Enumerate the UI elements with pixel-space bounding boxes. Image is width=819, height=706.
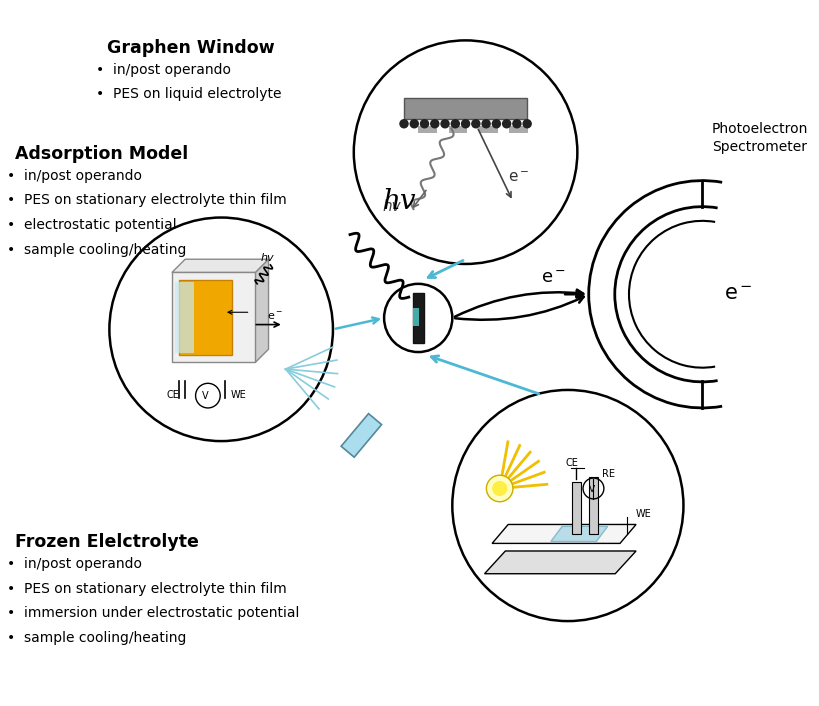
Circle shape — [491, 481, 507, 496]
Bar — [179, 280, 231, 355]
Circle shape — [440, 119, 450, 128]
Bar — [478, 126, 497, 133]
Circle shape — [471, 119, 480, 128]
Text: Adsorption Model: Adsorption Model — [15, 145, 188, 163]
Polygon shape — [484, 551, 636, 574]
Text: •  sample cooling/heating: • sample cooling/heating — [7, 631, 186, 645]
Text: •  in/post operando: • in/post operando — [96, 63, 231, 76]
Text: V: V — [588, 485, 594, 494]
Bar — [509, 126, 527, 133]
Text: •  PES on liquid electrolyte: • PES on liquid electrolyte — [96, 87, 281, 101]
Text: •  PES on stationary electrolyte thin film: • PES on stationary electrolyte thin fil… — [7, 582, 287, 596]
Circle shape — [501, 119, 511, 128]
Circle shape — [409, 119, 419, 128]
Text: hv: hv — [382, 188, 415, 215]
Text: Frozen Elelctrolyte: Frozen Elelctrolyte — [15, 533, 198, 551]
Text: e$^-$: e$^-$ — [541, 269, 566, 287]
Text: •  immersion under electrostatic potential: • immersion under electrostatic potentia… — [7, 606, 299, 621]
Text: WE: WE — [636, 509, 651, 519]
Circle shape — [399, 119, 408, 128]
Circle shape — [486, 475, 513, 502]
Polygon shape — [255, 259, 268, 362]
Polygon shape — [172, 259, 268, 273]
Circle shape — [512, 119, 521, 128]
Text: e$^-$: e$^-$ — [508, 170, 529, 186]
Text: •  sample cooling/heating: • sample cooling/heating — [7, 243, 186, 256]
Bar — [404, 98, 527, 119]
Text: hv: hv — [382, 199, 400, 214]
Text: Photoelectron
Spectrometer: Photoelectron Spectrometer — [711, 122, 808, 154]
Text: CE: CE — [166, 390, 179, 400]
Polygon shape — [550, 527, 607, 542]
Text: •  in/post operando: • in/post operando — [7, 557, 142, 571]
Text: CE: CE — [565, 457, 578, 468]
Bar — [412, 293, 423, 342]
Polygon shape — [491, 525, 636, 544]
Text: Graphen Window: Graphen Window — [107, 39, 275, 56]
Bar — [588, 477, 598, 534]
Circle shape — [460, 119, 470, 128]
Text: WE: WE — [230, 390, 246, 400]
Text: RE: RE — [601, 469, 614, 479]
Text: V: V — [202, 391, 209, 402]
Circle shape — [522, 119, 532, 128]
Bar — [448, 126, 467, 133]
Text: •  in/post operando: • in/post operando — [7, 169, 142, 183]
Circle shape — [450, 119, 459, 128]
Bar — [412, 309, 419, 325]
Text: •  electrostatic potential: • electrostatic potential — [7, 218, 176, 232]
Circle shape — [481, 119, 491, 128]
Text: e$^-$: e$^-$ — [266, 311, 283, 322]
Circle shape — [429, 119, 439, 128]
Circle shape — [491, 119, 500, 128]
Bar — [571, 481, 581, 534]
Polygon shape — [341, 414, 381, 457]
Bar — [174, 282, 193, 353]
Text: •  PES on stationary electrolyte thin film: • PES on stationary electrolyte thin fil… — [7, 193, 287, 208]
Text: hv: hv — [260, 253, 274, 263]
Bar — [172, 273, 255, 362]
Circle shape — [419, 119, 428, 128]
Text: e$^-$: e$^-$ — [723, 285, 752, 304]
Bar — [418, 126, 437, 133]
